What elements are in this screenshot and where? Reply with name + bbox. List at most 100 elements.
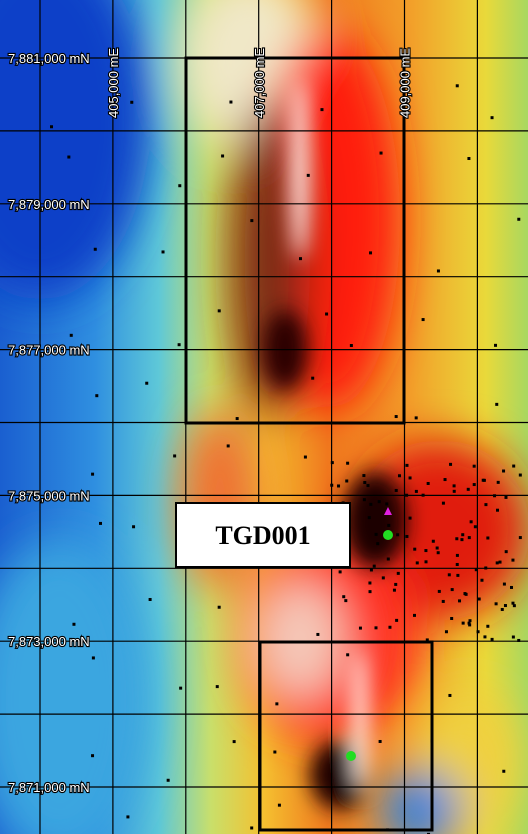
northing-label: 7,871,000 mN (8, 780, 90, 795)
sample-point (50, 125, 53, 128)
sample-point (468, 623, 471, 626)
sample-point (474, 525, 477, 528)
sample-point (504, 604, 507, 607)
sample-point (250, 826, 253, 829)
sample-point (342, 595, 345, 598)
sample-point (437, 269, 440, 272)
sample-point (448, 573, 451, 576)
northing-label: 7,879,000 mN (8, 197, 90, 212)
sample-point (460, 538, 463, 541)
sample-point (456, 84, 459, 87)
sample-point (72, 623, 75, 626)
sample-point (382, 576, 385, 579)
sample-point (394, 583, 397, 586)
sample-point (307, 174, 310, 177)
sample-point (425, 560, 428, 563)
sample-point (167, 779, 170, 782)
sample-point (502, 770, 505, 773)
sample-point (451, 588, 454, 591)
sample-point (299, 257, 302, 260)
sample-point (236, 417, 239, 420)
sample-point (491, 116, 494, 119)
sample-point (510, 586, 513, 589)
sample-point (173, 454, 176, 457)
sample-point (491, 638, 494, 641)
sample-point (229, 101, 232, 104)
sample-point (320, 108, 323, 111)
sample-point (436, 547, 439, 550)
sample-point (494, 344, 497, 347)
sample-point (473, 465, 476, 468)
sample-point (218, 309, 221, 312)
sample-point (132, 525, 135, 528)
sample-point (478, 598, 481, 601)
sample-point (275, 702, 278, 705)
sample-point (445, 630, 448, 633)
sample-point (395, 619, 398, 622)
sample-point (511, 559, 514, 562)
sample-point (484, 566, 487, 569)
sample-point (519, 536, 522, 539)
sample-point (499, 561, 502, 564)
sample-point (218, 606, 221, 609)
callout-label: TGD001 (215, 521, 310, 550)
sample-point (344, 599, 347, 602)
sample-point (461, 533, 464, 536)
easting-label: 409,000 mE (398, 48, 413, 118)
northing-label: 7,875,000 mN (8, 488, 90, 503)
easting-label: 405,000 mE (106, 48, 121, 118)
sample-point (369, 590, 372, 593)
sample-point (475, 568, 478, 571)
sample-point (368, 581, 371, 584)
sample-point (503, 583, 506, 586)
sample-point (216, 685, 219, 688)
sample-point (398, 474, 401, 477)
sample-point (415, 416, 418, 419)
map: TGD001 7,881,000 mN7,879,000 mN7,877,000… (0, 0, 528, 834)
sample-point (497, 481, 500, 484)
sample-point (278, 804, 281, 807)
sample-point (427, 482, 430, 485)
sample-point (415, 490, 418, 493)
sample-point (456, 554, 459, 557)
sample-point (273, 751, 276, 754)
sample-point (496, 561, 499, 564)
sample-point (519, 474, 522, 477)
sample-point (416, 561, 419, 564)
sample-point (422, 318, 425, 321)
sample-point (453, 490, 456, 493)
sample-point (94, 248, 97, 251)
sample-point (502, 469, 505, 472)
sample-point (363, 498, 366, 501)
sample-point (95, 394, 98, 397)
sample-point (512, 465, 515, 468)
sample-point (359, 627, 362, 630)
sample-point (469, 619, 472, 622)
sample-point (145, 382, 148, 385)
sample-point (477, 630, 480, 633)
sample-point (486, 536, 489, 539)
sample-point (450, 617, 453, 620)
sample-point (437, 551, 440, 554)
sample-point (395, 489, 398, 492)
sample-point (337, 484, 340, 487)
sample-point (483, 479, 486, 482)
sample-point (376, 542, 379, 545)
sample-point (463, 592, 466, 595)
sample-point (495, 403, 498, 406)
sample-point (442, 502, 445, 505)
sample-point (316, 633, 319, 636)
sample-point (449, 463, 452, 466)
sample-point (470, 520, 473, 523)
sample-point (178, 343, 181, 346)
sample-point (387, 524, 390, 527)
sample-point (369, 251, 372, 254)
sample-point (467, 488, 470, 491)
sample-point (385, 502, 388, 505)
sample-point (484, 503, 487, 506)
sample-point (233, 740, 236, 743)
sample-point (442, 600, 445, 603)
sample-point (91, 754, 94, 757)
northing-label: 7,881,000 mN (8, 51, 90, 66)
sample-point (396, 533, 399, 536)
